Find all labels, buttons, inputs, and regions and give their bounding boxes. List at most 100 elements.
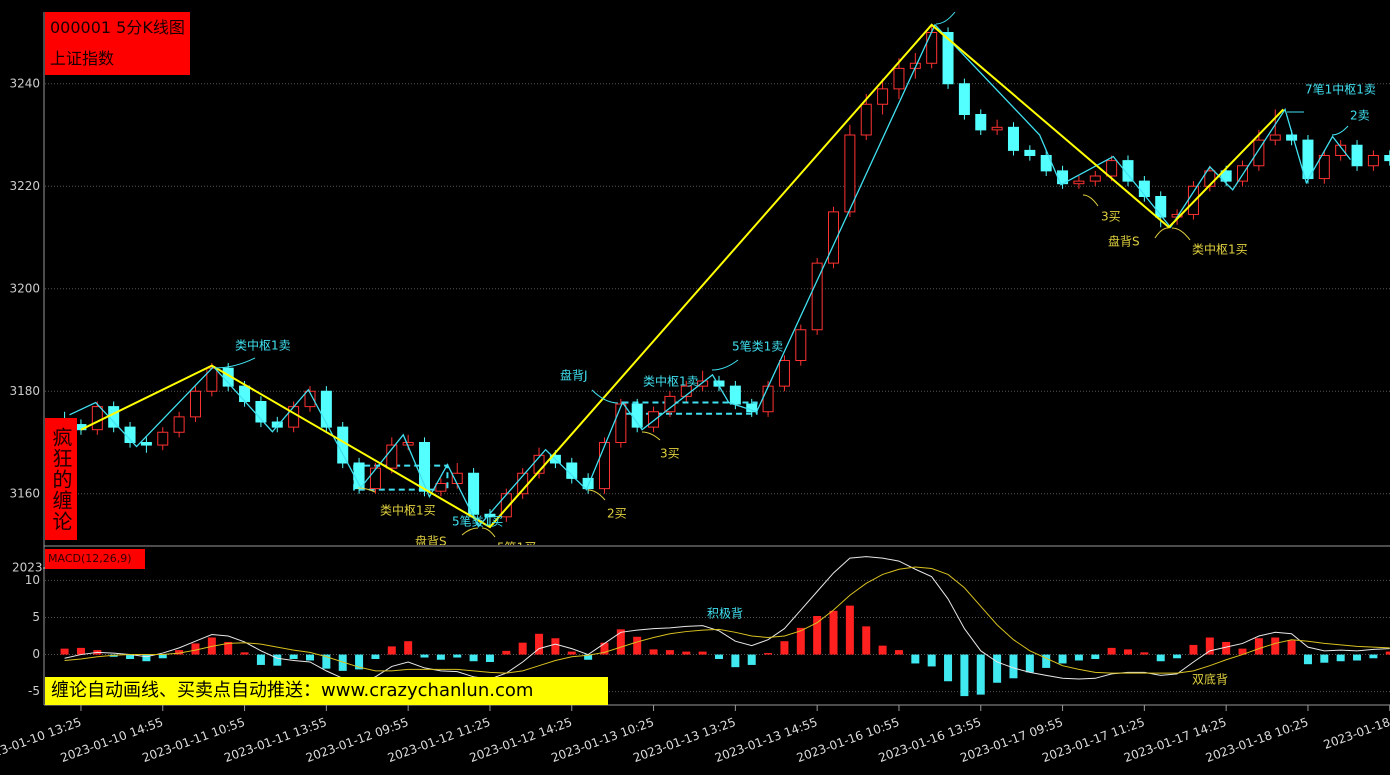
- candle-body: [1367, 155, 1379, 167]
- macd-bar: [420, 654, 429, 658]
- candle-body: [157, 431, 169, 446]
- macd-bar: [191, 643, 200, 655]
- title-box: 000001 5分K线图 上证指数: [45, 12, 190, 75]
- annotation: 5笔1买: [497, 540, 536, 555]
- candle-body: [1269, 134, 1281, 141]
- y-tick-label: -5: [28, 684, 40, 698]
- candle-body: [1089, 175, 1101, 182]
- annotation-arrow: [357, 487, 376, 493]
- macd-bar: [1287, 640, 1296, 655]
- y-tick-label: 5: [32, 610, 40, 624]
- macd-bar: [175, 650, 184, 655]
- y-tick-label: 3160: [9, 486, 40, 500]
- macd-bar: [1156, 654, 1165, 662]
- candle-body: [893, 67, 905, 90]
- candle-body: [762, 385, 774, 413]
- macd-bar: [747, 654, 756, 665]
- macd-bar: [224, 641, 233, 655]
- candle-body: [795, 329, 807, 361]
- macd-bar: [698, 651, 707, 655]
- macd-bar: [682, 651, 691, 655]
- macd-bar: [1189, 644, 1198, 655]
- annotation-arrow: [591, 389, 619, 404]
- candle-body: [991, 126, 1003, 131]
- candle-body: [1220, 170, 1232, 182]
- macd-bar: [535, 633, 544, 655]
- annotation: 盘背S: [1108, 234, 1140, 249]
- macd-bar: [256, 654, 265, 665]
- candle-body: [697, 380, 709, 387]
- x-tick-label: 2023-01-18: [1322, 715, 1390, 752]
- candle-body: [1286, 134, 1298, 141]
- candle-body: [1351, 144, 1363, 167]
- symbol-name: 上证指数: [50, 49, 115, 68]
- annotation-arrow: [214, 357, 256, 369]
- candle-body: [1122, 160, 1134, 182]
- macd-bar: [894, 650, 903, 655]
- stroke-line: [80, 23, 1285, 529]
- macd-bar: [796, 627, 805, 655]
- macd-bar: [240, 652, 249, 655]
- macd-line: [64, 566, 1390, 674]
- candle-body: [598, 442, 610, 490]
- macd-bar: [813, 615, 822, 655]
- annotation: 积极背: [707, 607, 743, 621]
- macd-bar: [633, 636, 642, 655]
- annotation: 5笔类1卖: [732, 339, 783, 354]
- side-label: 疯狂的缠论: [45, 418, 77, 540]
- macd-bar: [1107, 647, 1116, 655]
- macd-bar: [404, 641, 413, 655]
- macd-bar: [273, 654, 282, 666]
- macd-bar: [60, 648, 69, 655]
- macd-bar: [780, 641, 789, 655]
- annotation: 5笔类1买: [452, 514, 503, 529]
- macd-bar: [322, 654, 331, 669]
- candle-body: [615, 403, 627, 443]
- candle-body: [320, 390, 332, 428]
- macd-bar: [1058, 654, 1067, 664]
- annotation: 7笔1中枢1卖: [1305, 82, 1376, 97]
- macd-bar: [518, 642, 527, 655]
- macd-bar: [126, 654, 135, 660]
- macd-bar: [469, 654, 478, 662]
- macd-bar: [616, 629, 625, 655]
- macd-bar: [567, 651, 576, 655]
- y-tick-label: 10: [25, 573, 40, 587]
- macd-bar: [1336, 654, 1345, 662]
- annotation-arrow: [461, 527, 479, 536]
- macd-bar: [764, 653, 773, 655]
- macd-bar: [911, 654, 920, 664]
- annotation-arrow: [1331, 125, 1349, 136]
- annotation-arrow: [481, 527, 496, 538]
- macd-bar: [142, 654, 151, 662]
- macd-bar: [1254, 638, 1263, 655]
- macd-bar: [649, 649, 658, 655]
- candle-body: [108, 406, 120, 428]
- candle-body: [304, 390, 316, 408]
- candle-body: [91, 406, 103, 431]
- annotation: 类中枢1卖: [235, 338, 291, 353]
- macd-bar: [584, 654, 593, 660]
- macd-bar: [453, 654, 462, 658]
- macd-bar: [993, 654, 1002, 683]
- macd-bar: [862, 626, 871, 655]
- macd-title: MACD(12,26,9): [45, 549, 145, 569]
- candle-body: [288, 406, 300, 428]
- candle-body: [189, 390, 201, 418]
- annotation-arrow: [711, 359, 739, 371]
- candle-body: [140, 442, 152, 446]
- candle-body: [729, 385, 741, 405]
- macd-bar: [1320, 654, 1329, 663]
- candle-body: [582, 477, 594, 490]
- macd-bar: [960, 654, 969, 697]
- macd-bar: [878, 645, 887, 655]
- macd-bar: [1238, 648, 1247, 655]
- annotation: 双底背: [1192, 672, 1228, 687]
- macd-bar: [1074, 654, 1083, 661]
- candle-body: [844, 134, 856, 213]
- annotation: 盘背J: [560, 368, 588, 383]
- macd-bar: [1140, 652, 1149, 655]
- candle-body: [778, 360, 790, 387]
- candle-body: [1237, 165, 1249, 182]
- candle-body: [419, 442, 431, 492]
